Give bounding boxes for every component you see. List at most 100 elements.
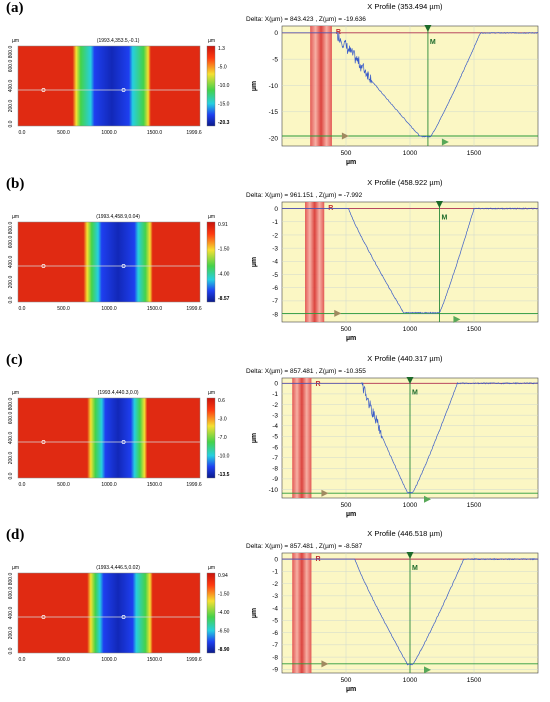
y-tick-label: -10 bbox=[269, 83, 279, 90]
y-tick-label: -4 bbox=[272, 423, 278, 430]
marker-r-icon bbox=[41, 88, 46, 92]
colorbar-tick: 1.3 bbox=[218, 46, 225, 52]
surface-map: µm (1993.4,446.5,0.02) µm 0.0 200.0 400.0 600.… bbox=[8, 565, 230, 663]
x-tick-label: 1500 bbox=[467, 677, 482, 684]
map-coords: (1993.4,353.5,-0.1) bbox=[97, 38, 140, 44]
y-tick-label: 0 bbox=[274, 206, 278, 213]
y-tick-label: -3 bbox=[272, 412, 278, 419]
colorbar bbox=[206, 221, 216, 303]
map-unit-y: µm bbox=[12, 38, 19, 44]
measure-label: M bbox=[412, 565, 418, 572]
left-arrow-icon bbox=[341, 132, 349, 140]
x-axis-label: µm bbox=[346, 511, 356, 518]
map-coords: (1993.4,440.3,0.0) bbox=[98, 390, 139, 396]
marker-r-icon bbox=[41, 615, 46, 619]
colorbar-tick: -3.0 bbox=[218, 417, 227, 423]
colorbar-tick: 0.94 bbox=[218, 573, 228, 579]
colorbar-unit: µm bbox=[208, 38, 215, 44]
map-x-tick: 1999.6 bbox=[186, 657, 202, 663]
y-tick-label: -4 bbox=[272, 605, 278, 612]
x-tick-label: 500 bbox=[341, 150, 352, 157]
y-tick-label: -15 bbox=[269, 109, 279, 116]
colorbar bbox=[206, 45, 216, 127]
map-unit-y: µm bbox=[12, 565, 19, 571]
y-tick-label: -6 bbox=[272, 444, 278, 451]
map-x-tick: 1500.0 bbox=[147, 130, 163, 136]
map-y-tick: 200.0 bbox=[8, 276, 14, 289]
profile-curve bbox=[282, 557, 539, 666]
marker-m-icon bbox=[121, 440, 126, 444]
colorbar-tick: -5.0 bbox=[218, 65, 227, 71]
map-x-tick: 1500.0 bbox=[147, 657, 163, 663]
map-y-tick: 800.0 bbox=[8, 398, 14, 411]
y-tick-label: -9 bbox=[272, 476, 278, 483]
profile-title: X Profile (446.518 µm) bbox=[367, 529, 443, 538]
measure-marker-icon bbox=[406, 377, 414, 384]
y-tick-label: 0 bbox=[274, 381, 278, 388]
measure-marker-icon bbox=[424, 25, 432, 32]
colorbar-tick: -7.0 bbox=[218, 435, 227, 441]
colorbar-tick: -4.00 bbox=[218, 610, 230, 616]
y-axis-label: µm bbox=[251, 257, 258, 267]
y-axis-label: µm bbox=[251, 81, 258, 91]
x-tick-label: 500 bbox=[341, 502, 352, 509]
profile-title: X Profile (353.494 µm) bbox=[367, 2, 443, 11]
profile-chart: X Profile (458.922 µm) Delta: X(µm) = 961… bbox=[246, 178, 539, 342]
profile-curve bbox=[282, 32, 538, 138]
colorbar-tick: -10.0 bbox=[218, 83, 230, 89]
x-tick-label: 500 bbox=[341, 677, 352, 684]
map-image bbox=[17, 397, 201, 479]
y-tick-label: -2 bbox=[272, 232, 278, 239]
colorbar-tick: -20.3 bbox=[218, 120, 230, 126]
x-tick-label: 1000 bbox=[403, 502, 418, 509]
y-tick-label: 0 bbox=[274, 556, 278, 563]
map-x-tick: 1500.0 bbox=[147, 482, 163, 488]
marker-m-icon bbox=[121, 615, 126, 619]
y-tick-label: -20 bbox=[269, 135, 279, 142]
colorbar-tick: -10.0 bbox=[218, 454, 230, 460]
y-tick-label: -4 bbox=[272, 259, 278, 266]
y-tick-label: -7 bbox=[272, 455, 278, 462]
profile-chart: X Profile (440.317 µm)Delta: X(µm) = 857… bbox=[246, 354, 539, 518]
marker-r-icon bbox=[41, 264, 46, 268]
map-coords: (1993.4,446.5,0.02) bbox=[96, 565, 140, 571]
map-y-tick: 200.0 bbox=[8, 452, 14, 465]
colorbar-tick: 0.6 bbox=[218, 398, 225, 404]
y-tick-label: -1 bbox=[272, 219, 278, 226]
panel-b: (b) µm (1993.4,458.9,0.04) µm 0.0 200.0 400.0… bbox=[0, 176, 550, 351]
y-tick-label: -10 bbox=[269, 487, 279, 494]
x-axis-label: µm bbox=[346, 335, 356, 342]
map-coords: (1993.4,458.9,0.04) bbox=[96, 214, 140, 220]
colorbar-tick: -15.0 bbox=[218, 102, 230, 108]
map-y-tick: 400.0 bbox=[8, 607, 14, 620]
marker-m-icon bbox=[121, 88, 126, 92]
profile-delta: Delta: X(µm) = 857.481 , Z(µm) = -8.587 bbox=[246, 543, 363, 550]
colorbar-tick: -8.57 bbox=[218, 296, 230, 302]
map-y-tick: 0.0 bbox=[8, 296, 14, 303]
y-tick-label: -2 bbox=[272, 581, 278, 588]
y-tick-label: -6 bbox=[272, 285, 278, 292]
surface-map: µm (1993.4,458.9,0.04) µm 0.0 200.0 400.0 600.… bbox=[8, 214, 230, 312]
map-image bbox=[17, 45, 201, 127]
map-x-tick: 500.0 bbox=[57, 306, 70, 312]
reference-label: R bbox=[315, 381, 320, 388]
map-x-tick: 1000.0 bbox=[101, 482, 117, 488]
colorbar-unit: µm bbox=[208, 390, 215, 396]
map-x-tick: 0.0 bbox=[19, 130, 26, 136]
map-unit-y: µm bbox=[12, 390, 19, 396]
surface-map: µm (1993.4,353.5,-0.1) µm 0.0 200.0 400.0 600.… bbox=[8, 38, 230, 136]
y-tick-label: -8 bbox=[272, 654, 278, 661]
panel-label: (a) bbox=[6, 0, 24, 16]
y-tick-label: -9 bbox=[272, 667, 278, 674]
map-y-tick: 800.0 bbox=[8, 222, 14, 235]
map-y-tick: 200.0 bbox=[8, 627, 14, 640]
x-tick-label: 1500 bbox=[467, 326, 482, 333]
map-y-tick: 600.0 bbox=[8, 412, 14, 425]
colorbar-unit: µm bbox=[208, 214, 215, 220]
marker-r-icon bbox=[41, 440, 46, 444]
right-arrow-icon bbox=[424, 495, 431, 503]
map-x-tick: 0.0 bbox=[19, 306, 26, 312]
x-tick-label: 1000 bbox=[403, 326, 418, 333]
reference-band bbox=[310, 26, 332, 146]
right-arrow-icon bbox=[424, 666, 431, 674]
